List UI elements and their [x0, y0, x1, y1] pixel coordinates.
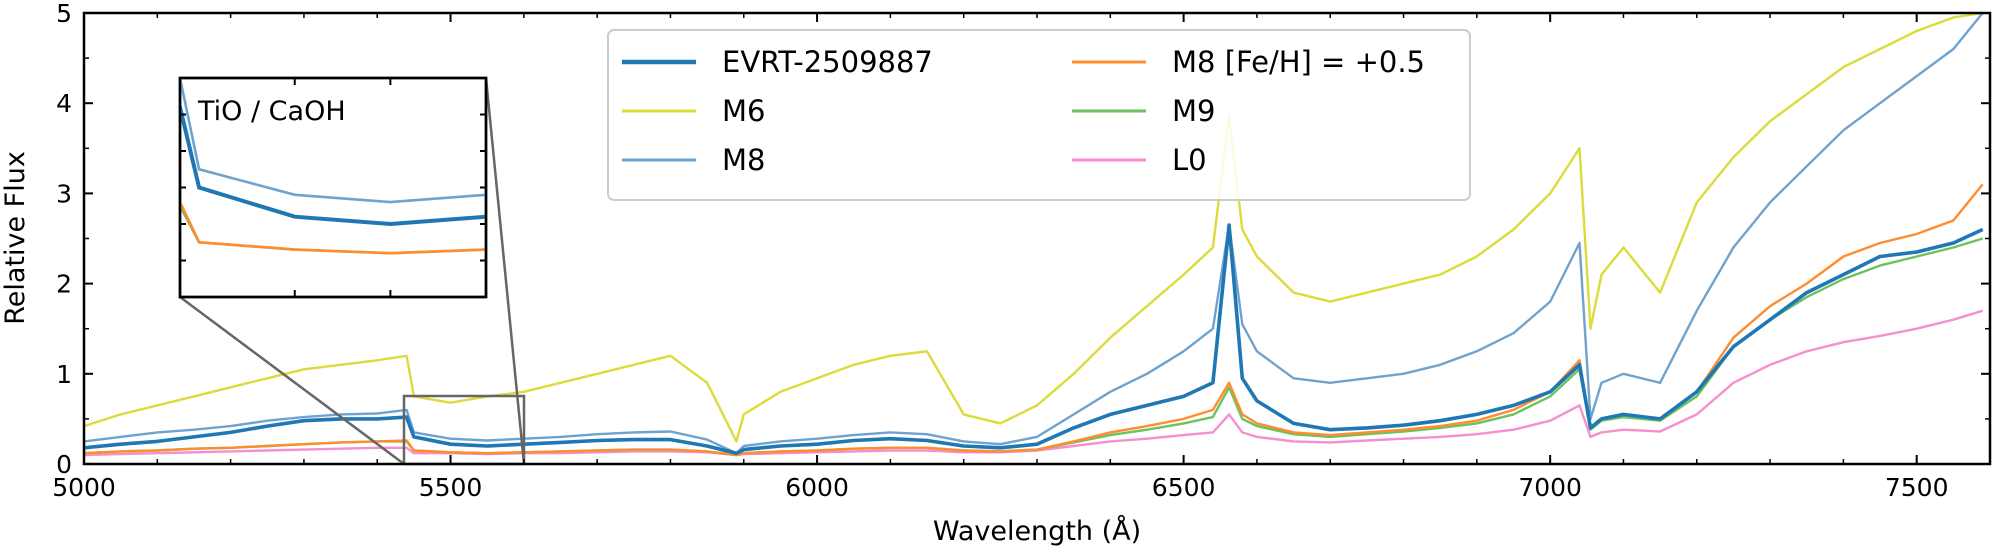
- x-axis-title: Wavelength (Å): [933, 515, 1141, 547]
- legend-item-m6: M6: [622, 94, 765, 128]
- series-line-l0: [84, 309, 1984, 457]
- x-tick-label: 6000: [785, 473, 849, 502]
- x-tick-label: 6500: [1152, 473, 1216, 502]
- legend-label: L0: [1172, 143, 1207, 177]
- series-line-m8: [84, 13, 1984, 455]
- y-axis-title: Relative Flux: [0, 151, 31, 325]
- inset-label: TiO / CaOH: [197, 96, 346, 127]
- series-line-evrt-2509887: [84, 223, 1984, 455]
- zoom-connector-left: [179, 295, 405, 466]
- legend-item-evrt-2509887: EVRT-2509887: [622, 45, 933, 79]
- legend-frame: [607, 29, 1471, 201]
- legend: EVRT-2509887 M6 M8 M8 [Fe/H] = +0.5 M9 L0: [607, 29, 1471, 201]
- y-tick-label: 0: [56, 450, 72, 479]
- y-tick-label: 3: [56, 179, 72, 208]
- x-tick-label: 5500: [419, 473, 483, 502]
- main-plot-lines: [84, 13, 1984, 457]
- legend-label: M8 [Fe/H] = +0.5: [1172, 45, 1425, 79]
- legend-item-l0: L0: [1072, 143, 1207, 177]
- inset-line-m8-fe-h-0-5: [180, 200, 486, 255]
- legend-label: M8: [722, 143, 765, 177]
- inset-plot-lines: [180, 78, 486, 255]
- x-tick-label: 7500: [1885, 473, 1949, 502]
- y-tick-label: 5: [56, 0, 72, 28]
- y-tick-label: 1: [56, 360, 72, 389]
- x-tick-label: 7000: [1518, 473, 1582, 502]
- series-line-m6: [84, 13, 1983, 443]
- zoom-connector-right: [484, 77, 526, 465]
- legend-item-m8-fe-h-0-5: M8 [Fe/H] = +0.5: [1072, 45, 1425, 79]
- y-tick-label: 2: [56, 270, 72, 299]
- inset-line-m8: [180, 78, 486, 204]
- axis-ticks: 5000 5500 6000 6500 7000 7500 0 1 2 3 4 5: [52, 0, 1991, 502]
- legend-label: M6: [722, 94, 765, 128]
- inset-line-evrt-2509887: [180, 105, 486, 227]
- legend-item-m9: M9: [1072, 94, 1215, 128]
- legend-label: M9: [1172, 94, 1215, 128]
- legend-label: EVRT-2509887: [722, 45, 933, 79]
- x-tick-label: 5000: [52, 473, 116, 502]
- y-tick-label: 4: [56, 89, 72, 118]
- legend-item-m8: M8: [622, 143, 765, 177]
